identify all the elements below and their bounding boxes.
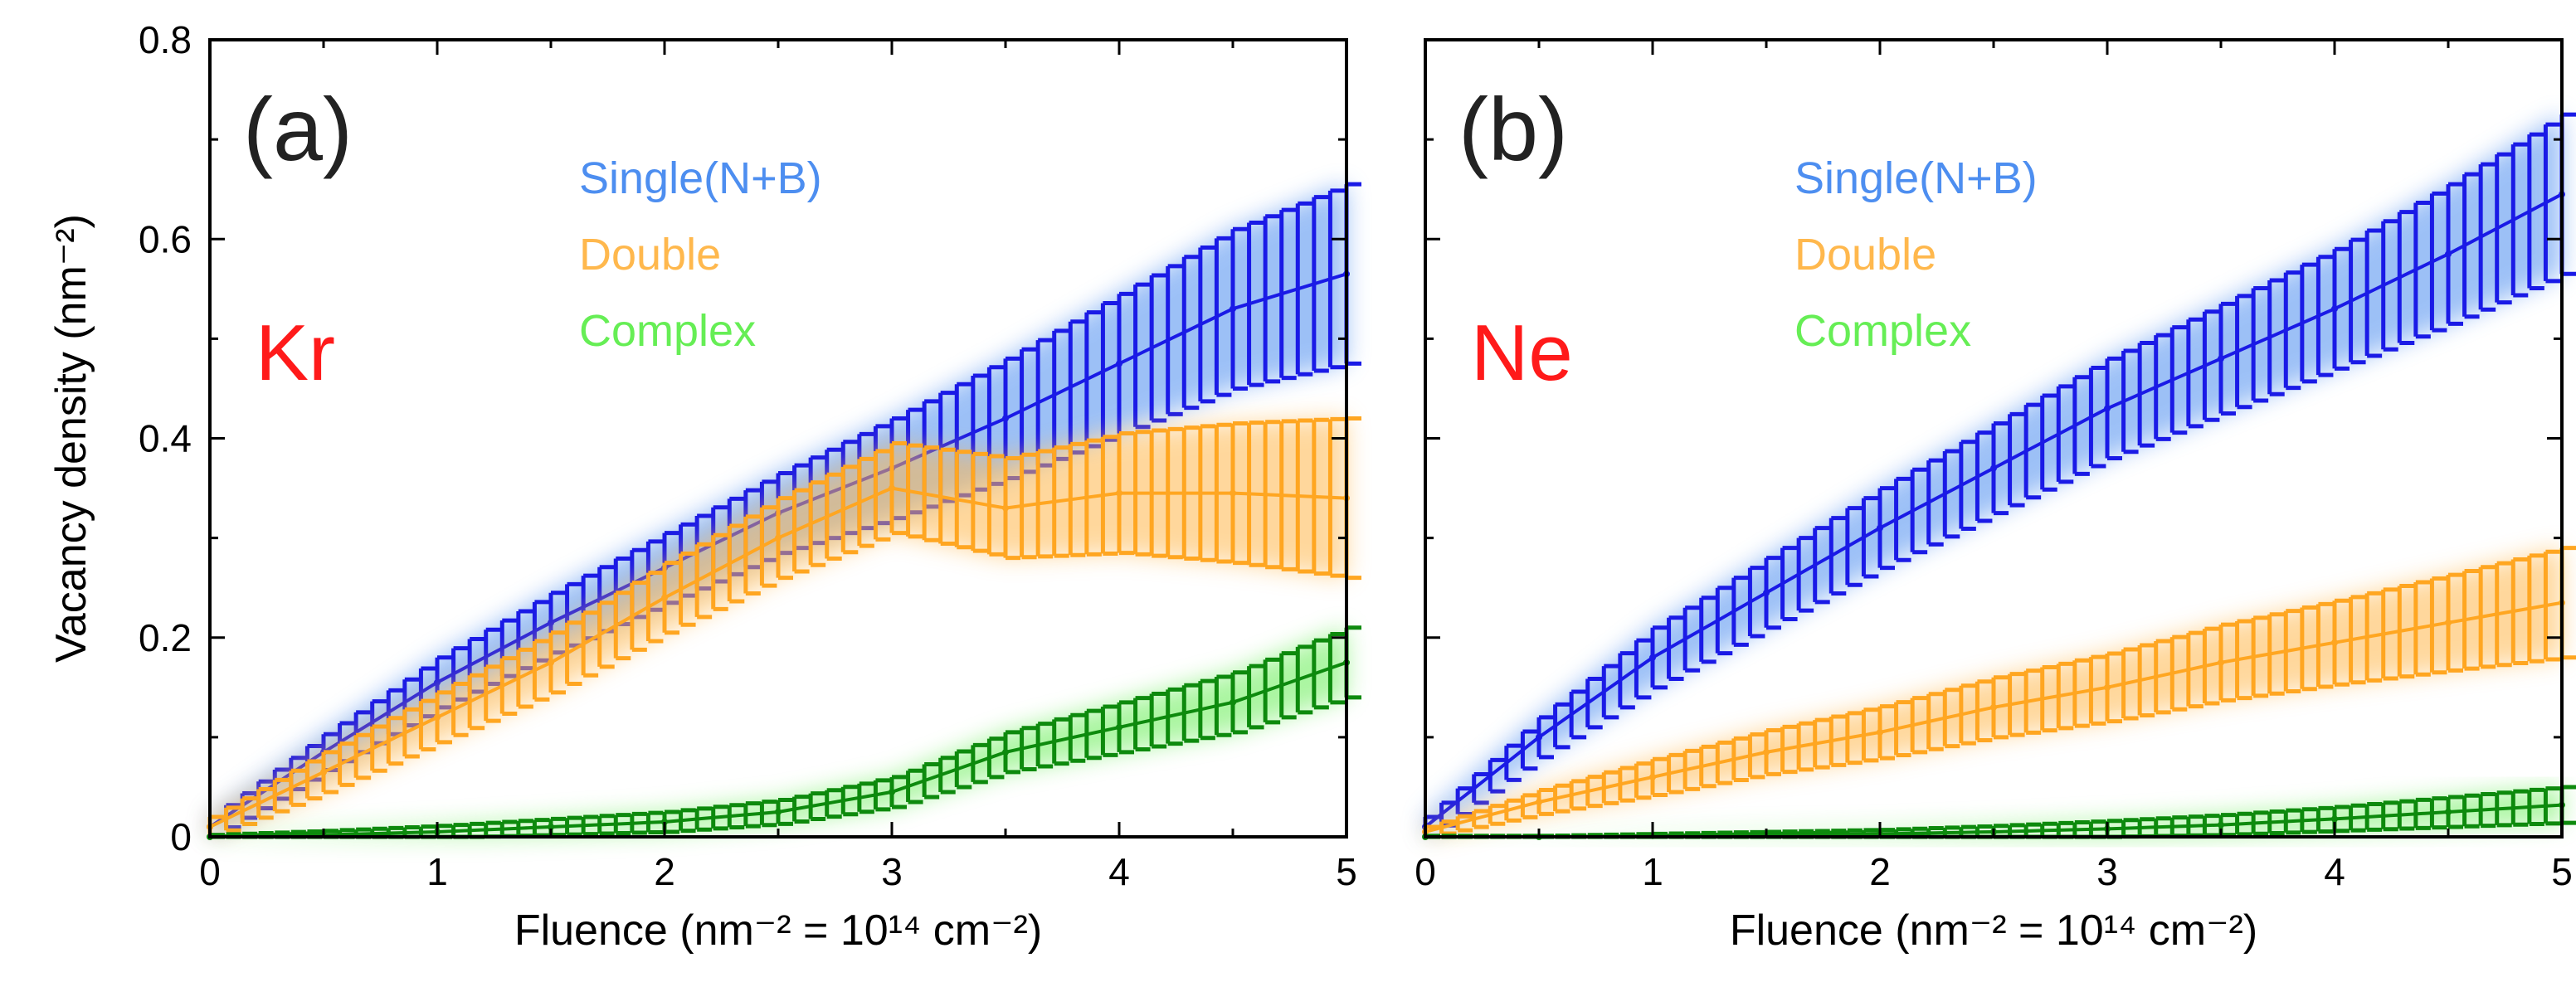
element-label: Kr: [256, 309, 335, 397]
legend-entry: Complex: [1794, 306, 1971, 356]
x-tick-label: 3: [2096, 850, 2118, 893]
x-tick-label: 2: [1869, 850, 1891, 893]
data-point: [1877, 524, 1883, 532]
element-label: Ne: [1471, 309, 1573, 397]
data-point: [2104, 405, 2111, 412]
x-tick-label: 0: [199, 850, 221, 893]
x-tick-label: 5: [1336, 850, 1357, 893]
data-point: [661, 818, 668, 825]
data-point: [889, 484, 895, 492]
data-point: [548, 619, 554, 626]
data-point: [775, 534, 782, 542]
y-tick-label: 0.8: [139, 18, 192, 61]
x-tick-label: 1: [1642, 850, 1663, 893]
y-tick-label: 0.2: [139, 616, 192, 659]
data-point: [548, 823, 554, 830]
data-point: [2331, 305, 2338, 313]
data-point: [1230, 698, 1236, 706]
data-point: [889, 788, 895, 795]
data-point: [2331, 815, 2338, 823]
legend-entry: Single(N+B): [579, 153, 822, 203]
series-complex: [207, 625, 1361, 840]
legend: Single(N+B) Double Complex: [1794, 153, 2038, 356]
data-point: [1116, 360, 1122, 367]
panel-label: (a): [243, 79, 353, 179]
data-point: [2445, 250, 2452, 258]
data-point: [1536, 798, 1542, 805]
y-tick-label: 0.6: [139, 217, 192, 260]
legend: Single(N+B) Double Complex: [579, 153, 822, 356]
panel-label: (b): [1458, 79, 1568, 179]
x-axis: 0 1 2 3 4 5: [199, 40, 1357, 893]
data-point: [2445, 619, 2452, 626]
y-axis: 0 0.2 0.4 0.6 0.8: [139, 18, 1346, 858]
x-tick-label: 0: [1415, 850, 1436, 893]
series-double: [1422, 546, 2576, 839]
data-point: [2445, 808, 2452, 815]
data-point: [1649, 773, 1656, 780]
x-tick-label: 4: [1108, 850, 1130, 893]
data-point: [548, 659, 554, 666]
y-axis: [1425, 38, 2562, 839]
glow-band: [1425, 786, 2562, 837]
legend-entry: Complex: [579, 306, 756, 356]
data-point: [2104, 683, 2111, 691]
glow-band: [210, 418, 1346, 837]
data-point: [2218, 355, 2224, 362]
data-point: [1002, 415, 1009, 422]
data-point: [434, 713, 441, 721]
data-point: [320, 768, 327, 775]
data-point: [1230, 305, 1236, 313]
data-point: [2331, 639, 2338, 646]
data-point: [1116, 723, 1122, 731]
data-point: [1002, 748, 1009, 756]
data-point: [2218, 659, 2224, 666]
legend-entry: Double: [1794, 230, 1936, 280]
data-point: [661, 594, 668, 601]
data-point: [1990, 703, 1997, 711]
y-tick-label: 0.4: [139, 417, 192, 460]
data-point: [775, 808, 782, 815]
data-point: [434, 678, 441, 686]
data-point: [2218, 821, 2224, 829]
x-tick-label: 3: [881, 850, 903, 893]
x-tick-label: 2: [654, 850, 675, 893]
x-axis-label: Fluence (nm⁻² = 10¹⁴ cm⁻²): [514, 907, 1042, 955]
legend-entry: Single(N+B): [1794, 153, 2038, 203]
x-tick-label: 1: [426, 850, 448, 893]
data-point: [1763, 589, 1770, 596]
data-point: [1990, 464, 1997, 472]
x-axis: 0 1 2 3 4 5: [1415, 40, 2573, 893]
data-point: [1536, 733, 1542, 741]
x-tick-label: 5: [2551, 850, 2573, 893]
legend-entry: Double: [579, 230, 721, 280]
data-point: [1649, 654, 1656, 661]
y-axis-label: Vacancy density (nm⁻²): [47, 214, 95, 663]
data-point: [1116, 489, 1122, 497]
series-double: [207, 416, 1361, 839]
panel-b: 0 1 2 3 4 5 Fluence (nm⁻² = 10¹⁴ cm⁻²) (b) Ne Sin…: [1415, 38, 2576, 955]
x-axis-label: Fluence (nm⁻² = 10¹⁴ cm⁻²): [1730, 907, 2257, 955]
panel-a: 0 1 2 3 4 5 0 0.2 0.4 0.6 0.8 Fluence (nm⁻² = 10¹⁴ …: [47, 18, 1361, 955]
series-single-n-b-: [1422, 112, 2576, 839]
x-tick-label: 4: [2324, 850, 2345, 893]
data-point: [1877, 728, 1883, 736]
data-point: [1230, 489, 1236, 497]
data-point: [1763, 748, 1770, 756]
y-tick-label: 0: [170, 815, 192, 858]
data-point: [1002, 504, 1009, 512]
